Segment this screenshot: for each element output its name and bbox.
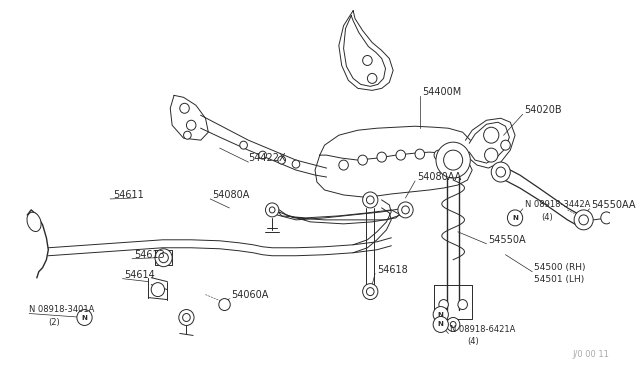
Circle shape <box>363 192 378 208</box>
Circle shape <box>278 156 285 164</box>
Text: (2): (2) <box>49 318 60 327</box>
Circle shape <box>179 310 194 326</box>
Text: N: N <box>438 321 444 327</box>
Text: 54611: 54611 <box>113 190 144 200</box>
Text: 54060A: 54060A <box>231 289 269 299</box>
Circle shape <box>436 142 470 178</box>
Text: N: N <box>512 215 518 221</box>
Circle shape <box>484 127 499 143</box>
Circle shape <box>240 141 248 149</box>
Circle shape <box>377 152 387 162</box>
Circle shape <box>77 310 92 326</box>
Text: N: N <box>81 314 88 321</box>
Circle shape <box>398 202 413 218</box>
Circle shape <box>447 318 460 331</box>
Circle shape <box>367 288 374 296</box>
Circle shape <box>434 150 444 160</box>
Text: 54613: 54613 <box>134 250 164 260</box>
Circle shape <box>433 317 449 333</box>
Circle shape <box>363 283 378 299</box>
Circle shape <box>500 140 510 150</box>
Circle shape <box>266 203 279 217</box>
Text: 54618: 54618 <box>377 265 408 275</box>
Circle shape <box>363 55 372 65</box>
Circle shape <box>159 253 168 263</box>
Circle shape <box>439 299 449 310</box>
Circle shape <box>601 212 612 224</box>
Circle shape <box>444 150 463 170</box>
Circle shape <box>155 249 172 267</box>
Text: N 08918-6421A: N 08918-6421A <box>451 325 516 334</box>
Ellipse shape <box>27 212 41 231</box>
Circle shape <box>184 131 191 139</box>
Text: N: N <box>438 311 444 318</box>
Text: 54550AA: 54550AA <box>591 200 636 210</box>
Circle shape <box>219 299 230 311</box>
Circle shape <box>269 207 275 213</box>
Text: 54080A: 54080A <box>212 190 250 200</box>
Text: 54501 (LH): 54501 (LH) <box>534 275 584 284</box>
Circle shape <box>492 162 510 182</box>
Text: 54614: 54614 <box>125 270 156 280</box>
Circle shape <box>292 160 300 168</box>
Circle shape <box>367 196 374 204</box>
Circle shape <box>180 103 189 113</box>
Circle shape <box>458 299 467 310</box>
Text: 54400M: 54400M <box>422 87 461 97</box>
Circle shape <box>496 167 506 177</box>
Circle shape <box>182 314 190 321</box>
Circle shape <box>484 148 498 162</box>
Text: (4): (4) <box>467 337 479 346</box>
Circle shape <box>508 210 523 226</box>
Circle shape <box>402 206 410 214</box>
Text: 54500 (RH): 54500 (RH) <box>534 263 586 272</box>
Circle shape <box>339 160 348 170</box>
Circle shape <box>451 321 456 327</box>
Circle shape <box>358 155 367 165</box>
Circle shape <box>579 215 588 225</box>
Circle shape <box>433 307 449 323</box>
Text: J/0 00 11: J/0 00 11 <box>572 350 609 359</box>
Circle shape <box>186 120 196 130</box>
Circle shape <box>415 149 424 159</box>
Circle shape <box>367 73 377 83</box>
Text: 54020B: 54020B <box>525 105 562 115</box>
Text: 54422X: 54422X <box>248 153 286 163</box>
Circle shape <box>151 283 164 296</box>
Text: 54080AA: 54080AA <box>417 172 461 182</box>
Circle shape <box>574 210 593 230</box>
Circle shape <box>259 151 266 159</box>
Text: (4): (4) <box>541 214 554 222</box>
Text: 54550A: 54550A <box>488 235 526 245</box>
Text: N 08918-3401A: N 08918-3401A <box>29 305 95 314</box>
Circle shape <box>396 150 406 160</box>
Text: N 08918-3442A: N 08918-3442A <box>525 201 590 209</box>
